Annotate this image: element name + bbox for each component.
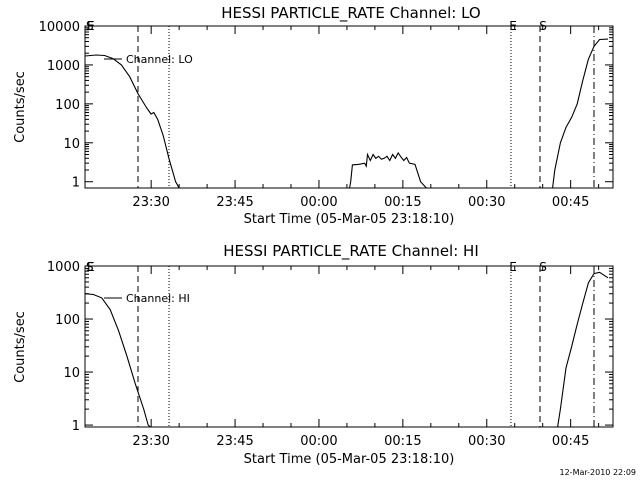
series-line-segment <box>349 151 427 189</box>
plot-frame <box>84 265 614 428</box>
x-tick-label: 00:30 <box>468 195 505 210</box>
chart-title: HESSI PARTICLE_RATE Channel: LO <box>221 4 480 23</box>
x-axis-label: Start Time (05-Mar-05 23:18:10) <box>244 452 455 467</box>
y-tick-label: 1000 <box>47 59 80 74</box>
y-tick-label: 10000 <box>39 20 80 35</box>
y-axis-label: Counts/sec <box>13 71 28 143</box>
chart-title: HESSI PARTICLE_RATE Channel: HI <box>223 242 479 261</box>
y-tick-label: 100 <box>55 313 80 328</box>
x-tick-label: 23:30 <box>132 434 169 449</box>
time-marker-label: S <box>86 260 94 274</box>
plot-frame <box>84 25 614 189</box>
x-tick-label: 00:15 <box>384 195 421 210</box>
x-tick-label: 00:45 <box>552 195 589 210</box>
x-tick-label: 00:00 <box>300 195 337 210</box>
panel-lo: HESSI PARTICLE_RATE Channel: LO Counts/s… <box>13 4 614 227</box>
y-tick-label: 1000 <box>47 260 80 275</box>
x-axis-label: Start Time (05-Mar-05 23:18:10) <box>244 212 455 227</box>
time-marker-label: S <box>539 19 547 33</box>
x-tick-label: 23:45 <box>216 434 253 449</box>
series-line-segment <box>552 38 609 188</box>
x-tick-label: 00:30 <box>468 434 505 449</box>
legend-label: Channel: HI <box>126 292 190 305</box>
x-tick-label: 23:45 <box>216 195 253 210</box>
y-axis-label: Counts/sec <box>13 311 28 383</box>
y-tick-label: 10 <box>63 137 80 152</box>
time-marker-label: S <box>539 260 547 274</box>
timestamp-stamp: 12-Mar-2010 22:09 <box>560 468 637 477</box>
y-tick-label: 1 <box>72 176 80 191</box>
x-tick-label: 00:45 <box>552 434 589 449</box>
panel-hi: HESSI PARTICLE_RATE Channel: HI Counts/s… <box>13 242 614 467</box>
time-marker-label: E <box>87 19 95 33</box>
x-tick-label: 23:30 <box>132 195 169 210</box>
series-line-segment <box>84 293 151 428</box>
series-line-segment <box>557 271 609 428</box>
y-tick-label: 10 <box>63 366 80 381</box>
y-tick-label: 100 <box>55 98 80 113</box>
x-tick-label: 00:15 <box>384 434 421 449</box>
time-marker-label: E <box>509 260 517 274</box>
time-marker-label: S <box>86 19 94 33</box>
time-marker-label: E <box>509 19 517 33</box>
y-tick-label: 1 <box>72 419 80 434</box>
series-line-segment <box>84 54 180 189</box>
legend-label: Channel: LO <box>126 53 193 66</box>
time-marker-label: E <box>87 260 95 274</box>
x-tick-label: 00:00 <box>300 434 337 449</box>
